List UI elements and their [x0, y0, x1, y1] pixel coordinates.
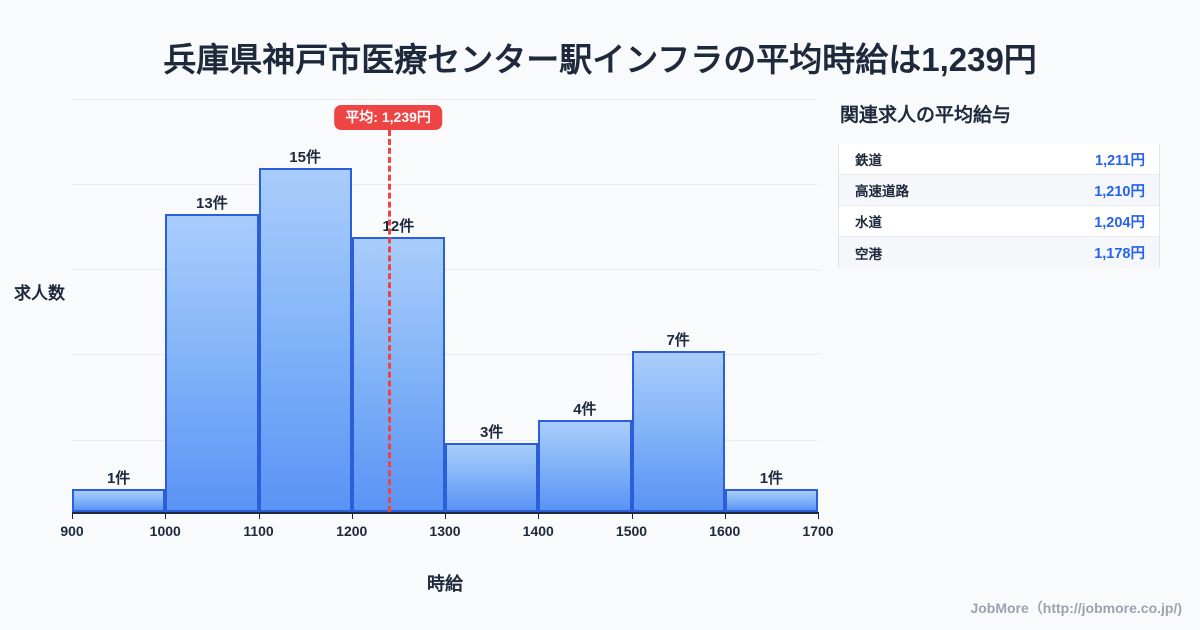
gridline: [72, 354, 818, 356]
bar-value-label: 1件: [106, 470, 131, 488]
histogram-chart: 1件 13件 15件 12件 3件 4件 7件 1件 900 1000 1100 1200 1300 1…: [14, 99, 834, 594]
histogram-bar: [72, 489, 166, 512]
x-axis-tick-label: 1700: [802, 523, 834, 539]
related-salary-table: 鉄道 1,211円高速道路 1,210円水道 1,204円空港 1,178円: [838, 144, 1160, 268]
table-row: 水道 1,204円: [839, 206, 1159, 237]
gridline: [72, 269, 818, 271]
x-axis-tick-label: 1600: [709, 523, 741, 539]
table-row: 空港 1,178円: [839, 237, 1159, 268]
gridline: [72, 99, 818, 100]
histogram-bar: [631, 351, 725, 512]
gridline: [72, 439, 818, 441]
histogram-bar: [538, 420, 632, 512]
page-title: 兵庫県神戸市医療センター駅インフラの平均時給は1,239円: [163, 41, 1037, 78]
y-axis-title: 求人数: [14, 284, 65, 303]
table-row-value: 1,204円: [1094, 214, 1145, 231]
x-axis-tick: [818, 512, 819, 519]
x-axis-tick-label: 1200: [336, 523, 368, 539]
x-axis-tick: [724, 512, 726, 519]
x-axis-tick-label: 900: [60, 523, 84, 539]
x-axis-tick: [258, 512, 260, 519]
table-row-value: 1,210円: [1094, 183, 1145, 200]
x-axis-tick-label: 1500: [615, 523, 648, 539]
x-axis-tick-label: 1000: [149, 523, 181, 539]
histogram-bar: [724, 489, 818, 512]
table-row-label: 高速道路: [855, 184, 909, 199]
x-axis-tick: [445, 512, 446, 519]
average-line: [388, 130, 392, 512]
bar-value-label: 12件: [382, 217, 415, 235]
x-axis-tick-label: 1300: [429, 523, 461, 539]
x-axis-tick: [165, 512, 167, 519]
x-axis-tick: [351, 512, 353, 519]
gridline: [72, 184, 818, 186]
table-row: 鉄道 1,211円: [839, 144, 1159, 175]
histogram-bar: [165, 213, 259, 512]
panel-heading: 関連求人の平均給与: [840, 105, 1012, 126]
histogram-bar: [258, 167, 352, 512]
bar-value-label: 4件: [573, 401, 597, 419]
bar-value-label: 13件: [196, 194, 228, 212]
table-row-value: 1,178円: [1094, 246, 1145, 262]
related-salary-panel: 関連求人の平均給与 鉄道 1,211円高速道路 1,210円水道 1,204円空港 1,…: [838, 100, 1168, 268]
table-row-label: 鉄道: [855, 153, 882, 168]
x-axis-title: 時給: [427, 574, 463, 594]
bar-value-label: 1件: [759, 470, 784, 488]
watermark-footer: JobMore（http://jobmore.co.jp/): [970, 600, 1182, 616]
x-axis-tick: [631, 512, 633, 519]
average-badge: 平均: 1,239円: [334, 105, 442, 131]
histogram-bar: [351, 236, 445, 512]
x-axis-tick: [72, 512, 73, 519]
bar-value-label: 3件: [479, 424, 504, 442]
x-axis-tick-label: 1100: [243, 523, 274, 539]
table-row-label: 水道: [855, 215, 882, 230]
table-row-value: 1,211円: [1095, 152, 1145, 169]
table-row-label: 空港: [855, 246, 882, 262]
table-row: 高速道路 1,210円: [839, 175, 1159, 206]
x-axis-tick-label: 1400: [522, 523, 554, 539]
x-axis-tick: [538, 512, 540, 519]
bar-value-label: 15件: [289, 148, 321, 166]
histogram-bar: [445, 443, 539, 512]
bar-value-label: 7件: [666, 332, 690, 350]
